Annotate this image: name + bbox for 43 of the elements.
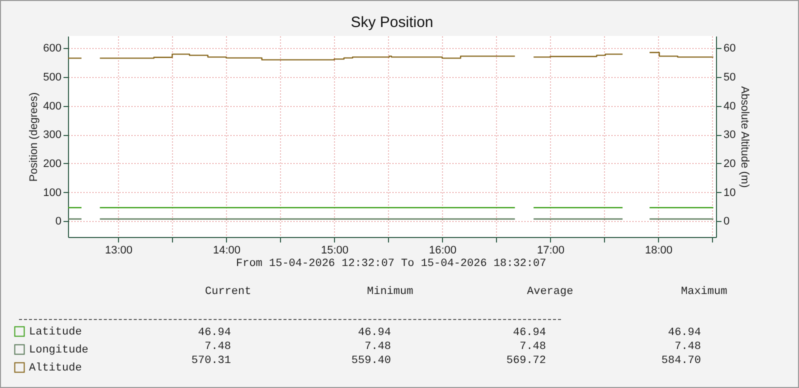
- y2-tick-label: 50: [724, 71, 736, 84]
- y-tick-label: 200: [43, 158, 62, 170]
- text: 7.48: [364, 341, 391, 353]
- text: 569.72: [505, 355, 546, 367]
- x-tick-label: 14:00: [212, 244, 240, 256]
- text: 559.40: [350, 355, 391, 367]
- x-tick-label: 13:00: [104, 244, 132, 256]
- y-tick-label: 400: [43, 100, 62, 112]
- text: Maximum: [681, 286, 728, 298]
- y2-axis-title: Absolute Altitude (m): [738, 86, 751, 188]
- y2-tick-label: 60: [724, 42, 736, 55]
- y2-tick-label: 20: [724, 158, 736, 170]
- y-axis-title: Position (degrees): [28, 92, 40, 182]
- text: Average: [527, 286, 574, 298]
- text: 46.94: [666, 327, 701, 339]
- y2-tick-label: 0: [724, 216, 730, 228]
- y2-tick-label: 10: [724, 186, 736, 199]
- x-tick-label: 16:00: [428, 244, 456, 256]
- text: 7.48: [674, 341, 701, 353]
- y-tick-label: 100: [43, 186, 62, 199]
- chart-title: Sky Position: [350, 14, 434, 31]
- text: Minimum: [367, 286, 414, 298]
- x-tick-label: 15:00: [320, 244, 348, 256]
- y2-tick-label: 40: [724, 100, 736, 112]
- y-tick-label: 600: [43, 42, 62, 55]
- legend-label: Latitude: [29, 326, 82, 338]
- legend-label: Altitude: [29, 362, 82, 374]
- y-tick-label: 0: [55, 216, 62, 228]
- text: 46.94: [356, 327, 391, 339]
- text: 7.48: [204, 341, 231, 353]
- y-tick-label: 300: [43, 129, 62, 142]
- text: 46.94: [196, 327, 231, 339]
- text: 7.48: [518, 341, 546, 353]
- text: 570.31: [190, 355, 231, 367]
- x-tick-label: 17:00: [536, 244, 564, 256]
- legend-label: Longitude: [29, 344, 88, 356]
- text: 584.70: [660, 355, 701, 367]
- x-tick-label: 18:00: [644, 244, 672, 256]
- y-tick-label: 500: [43, 71, 62, 84]
- y2-tick-label: 30: [724, 129, 736, 142]
- text: From 15-04-2026 12:32:07 To 15-04-2026 18:32:07: [236, 258, 546, 270]
- text: Current: [205, 286, 252, 298]
- text: 46.94: [512, 327, 546, 339]
